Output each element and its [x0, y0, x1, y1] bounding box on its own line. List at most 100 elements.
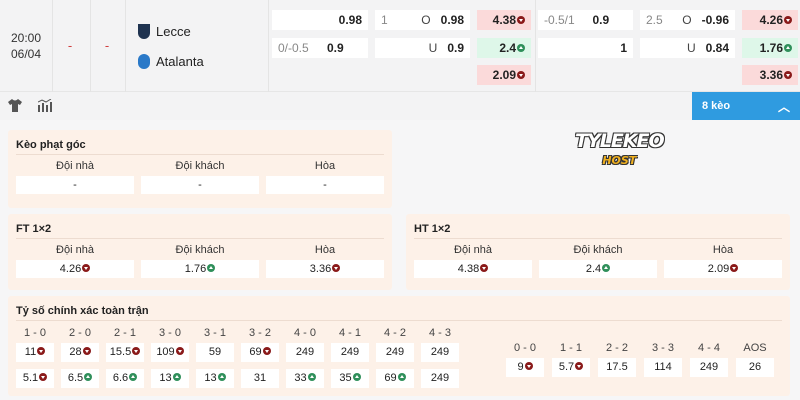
divider: [16, 238, 384, 239]
handicap-line: 0/-0.5: [278, 41, 309, 55]
odds-value: 35: [339, 372, 352, 384]
odds-cell[interactable]: 3.36: [266, 260, 384, 278]
odds-cell[interactable]: 1 O 0.98: [375, 10, 470, 30]
odds-down-icon: [175, 347, 184, 355]
odds-cell[interactable]: -0.5/1 0.9: [538, 10, 633, 30]
score-odds-away[interactable]: 6.5: [61, 369, 99, 388]
score-odds-away[interactable]: 69: [376, 369, 414, 388]
odds-value: 0.98: [440, 13, 464, 27]
home-team[interactable]: Lecce: [138, 24, 191, 39]
odds-cell[interactable]: 4.38: [477, 10, 531, 30]
score-column: 3 - 1 59 13: [196, 325, 234, 388]
score-odds-home[interactable]: 249: [376, 343, 414, 362]
odds-cell[interactable]: 4.38: [414, 260, 532, 278]
over-under-label: O: [682, 13, 692, 27]
odds-value: 59: [208, 346, 222, 358]
odds-cell[interactable]: 0.98: [272, 10, 368, 30]
odds-cell[interactable]: -: [266, 176, 384, 194]
score-odds-home[interactable]: 249: [421, 343, 459, 362]
score-odds[interactable]: 249: [690, 358, 728, 377]
column-label: Đội khách: [573, 244, 623, 256]
away-team[interactable]: Atalanta: [138, 54, 204, 69]
ft-1x2-panel: FT 1×2 Đội nhà 4.26 Đội khách 1.76 Hòa 3.36: [8, 214, 392, 290]
score-column: 2 - 1 15.5 6.6: [106, 325, 144, 388]
score-odds-away[interactable]: 33: [286, 369, 324, 388]
score-odds-away[interactable]: 13: [151, 369, 189, 388]
odds-value: 9: [517, 361, 524, 373]
odds-value: 31: [253, 372, 267, 384]
odds-cell[interactable]: 2.09: [664, 260, 782, 278]
score-odds-away[interactable]: 249: [421, 369, 459, 388]
odds-value: 13: [159, 372, 172, 384]
odds-cell[interactable]: 1.76: [742, 38, 798, 58]
odds-down-icon: [730, 264, 739, 272]
score-odds[interactable]: 9: [506, 358, 544, 377]
score-odds-home[interactable]: 11: [16, 343, 54, 362]
bar-chart-icon[interactable]: [38, 99, 52, 112]
panel-title: Tỷ số chính xác toàn trận: [16, 305, 149, 317]
odds-down-icon: [132, 347, 141, 355]
score-column: 2 - 0 28 6.5: [61, 325, 99, 388]
odds-cell[interactable]: 1: [538, 38, 633, 58]
odds-column: Đội khách 1.76: [141, 242, 259, 278]
score-odds-home[interactable]: 249: [331, 343, 369, 362]
divider: [90, 0, 91, 92]
odds-cell[interactable]: 2.09: [477, 65, 531, 85]
odds-column: Đội nhà -: [16, 158, 134, 194]
odds-value: 0.9: [592, 13, 610, 27]
toolbar: [0, 92, 800, 120]
odds-value: 5.7: [558, 361, 575, 373]
score-odds[interactable]: 114: [644, 358, 682, 377]
score-label: 4 - 4: [697, 342, 720, 354]
score-odds[interactable]: 17.5: [598, 358, 636, 377]
odds-cell[interactable]: -: [16, 176, 134, 194]
odds-value: 6.6: [112, 372, 129, 384]
score-odds[interactable]: 5.7: [552, 358, 590, 377]
score-odds-away[interactable]: 6.6: [106, 369, 144, 388]
odds-cell[interactable]: -: [141, 176, 259, 194]
score-label: 3 - 3: [651, 342, 674, 354]
score-odds-away[interactable]: 13: [196, 369, 234, 388]
odds-cell[interactable]: 3.36: [742, 65, 798, 85]
odds-cell[interactable]: 0/-0.5 0.9: [272, 38, 368, 58]
shirt-icon[interactable]: [8, 99, 22, 112]
score-odds-home[interactable]: 249: [286, 343, 324, 362]
score-odds-home[interactable]: 28: [61, 343, 99, 362]
column-label: Đội nhà: [56, 160, 94, 172]
odds-value: 17.5: [606, 361, 628, 373]
odds-cell[interactable]: 1.76: [141, 260, 259, 278]
odds-cell[interactable]: 4.26: [16, 260, 134, 278]
odds-column: Đội khách 2.4: [539, 242, 657, 278]
score-odds-away[interactable]: 31: [241, 369, 279, 388]
score-odds-away[interactable]: 5.1: [16, 369, 54, 388]
odds-cell[interactable]: 2.5 O -0.96: [640, 10, 735, 30]
odds-up-icon: [352, 373, 361, 381]
odds-value: 1: [620, 41, 627, 55]
score-column: 4 - 3 249 249: [421, 325, 459, 388]
odds-cell[interactable]: 4.26: [742, 10, 798, 30]
odds-value: -: [198, 179, 202, 191]
handicap-line: 1: [381, 13, 388, 27]
score-column: 4 - 4 249: [690, 340, 728, 377]
logo-line2: HOST: [602, 154, 637, 167]
score-odds-away[interactable]: 35: [331, 369, 369, 388]
score-label: 2 - 1: [113, 327, 136, 339]
panel-title: FT 1×2: [16, 223, 52, 235]
score-column: 0 - 0 9: [506, 340, 544, 377]
odds-value: -0.96: [701, 13, 729, 27]
odds-value: 109: [156, 346, 175, 358]
score-odds-home[interactable]: 59: [196, 343, 234, 362]
odds-cell[interactable]: U 0.9: [375, 38, 470, 58]
more-odds-button[interactable]: 8 kèo ︿: [692, 92, 800, 120]
odds-cell[interactable]: U 0.84: [640, 38, 735, 58]
odds-value: 26: [748, 361, 762, 373]
odds-cell[interactable]: 2.4: [477, 38, 531, 58]
odds-value: -: [73, 179, 77, 191]
score-odds-home[interactable]: 69: [241, 343, 279, 362]
odds-value: 2.09: [707, 263, 730, 275]
score-odds[interactable]: 26: [736, 358, 774, 377]
score-odds-home[interactable]: 15.5: [106, 343, 144, 362]
odds-cell[interactable]: 2.4: [539, 260, 657, 278]
score-odds-home[interactable]: 109: [151, 343, 189, 362]
odds-up-icon: [397, 373, 406, 381]
